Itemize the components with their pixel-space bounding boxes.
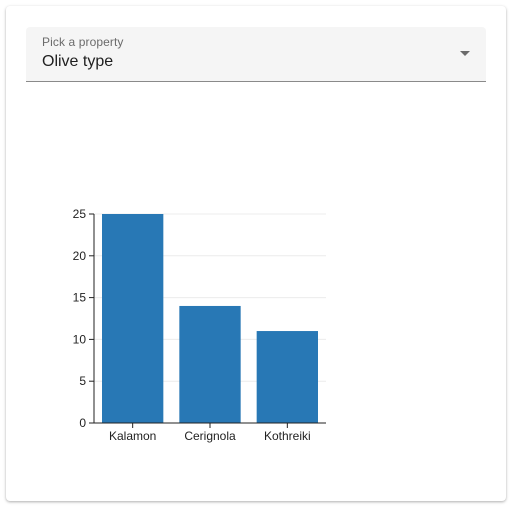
- y-tick-label: 25: [73, 207, 87, 221]
- x-tick-label: Cerignola: [184, 429, 236, 443]
- y-axis: 0 5 10 15 20 25: [73, 207, 95, 430]
- chart-bars: [102, 214, 318, 423]
- x-axis: Kalamon Cerignola Kothreiki: [94, 422, 326, 443]
- y-tick-label: 0: [79, 416, 86, 430]
- y-tick-label: 5: [79, 374, 86, 388]
- y-tick-label: 15: [73, 291, 87, 305]
- select-value: Olive type: [42, 53, 114, 70]
- x-tick-label: Kalamon: [109, 429, 156, 443]
- property-select[interactable]: Pick a property Olive type: [26, 27, 486, 82]
- bar: [179, 305, 241, 423]
- bar: [256, 331, 318, 423]
- y-tick-label: 10: [73, 332, 87, 346]
- select-label: Pick a property: [42, 35, 124, 49]
- y-tick-label: 20: [73, 249, 87, 263]
- x-tick-label: Kothreiki: [264, 429, 311, 443]
- bar-chart: 0 5 10 15 20 25 Kalamon Cerignola Kothreiki: [73, 207, 326, 443]
- arrow-drop-down-icon[interactable]: [460, 51, 470, 56]
- bar: [102, 214, 164, 423]
- card: Pick a property Olive type 0 5 10 15 20 25 Ka…: [6, 6, 506, 501]
